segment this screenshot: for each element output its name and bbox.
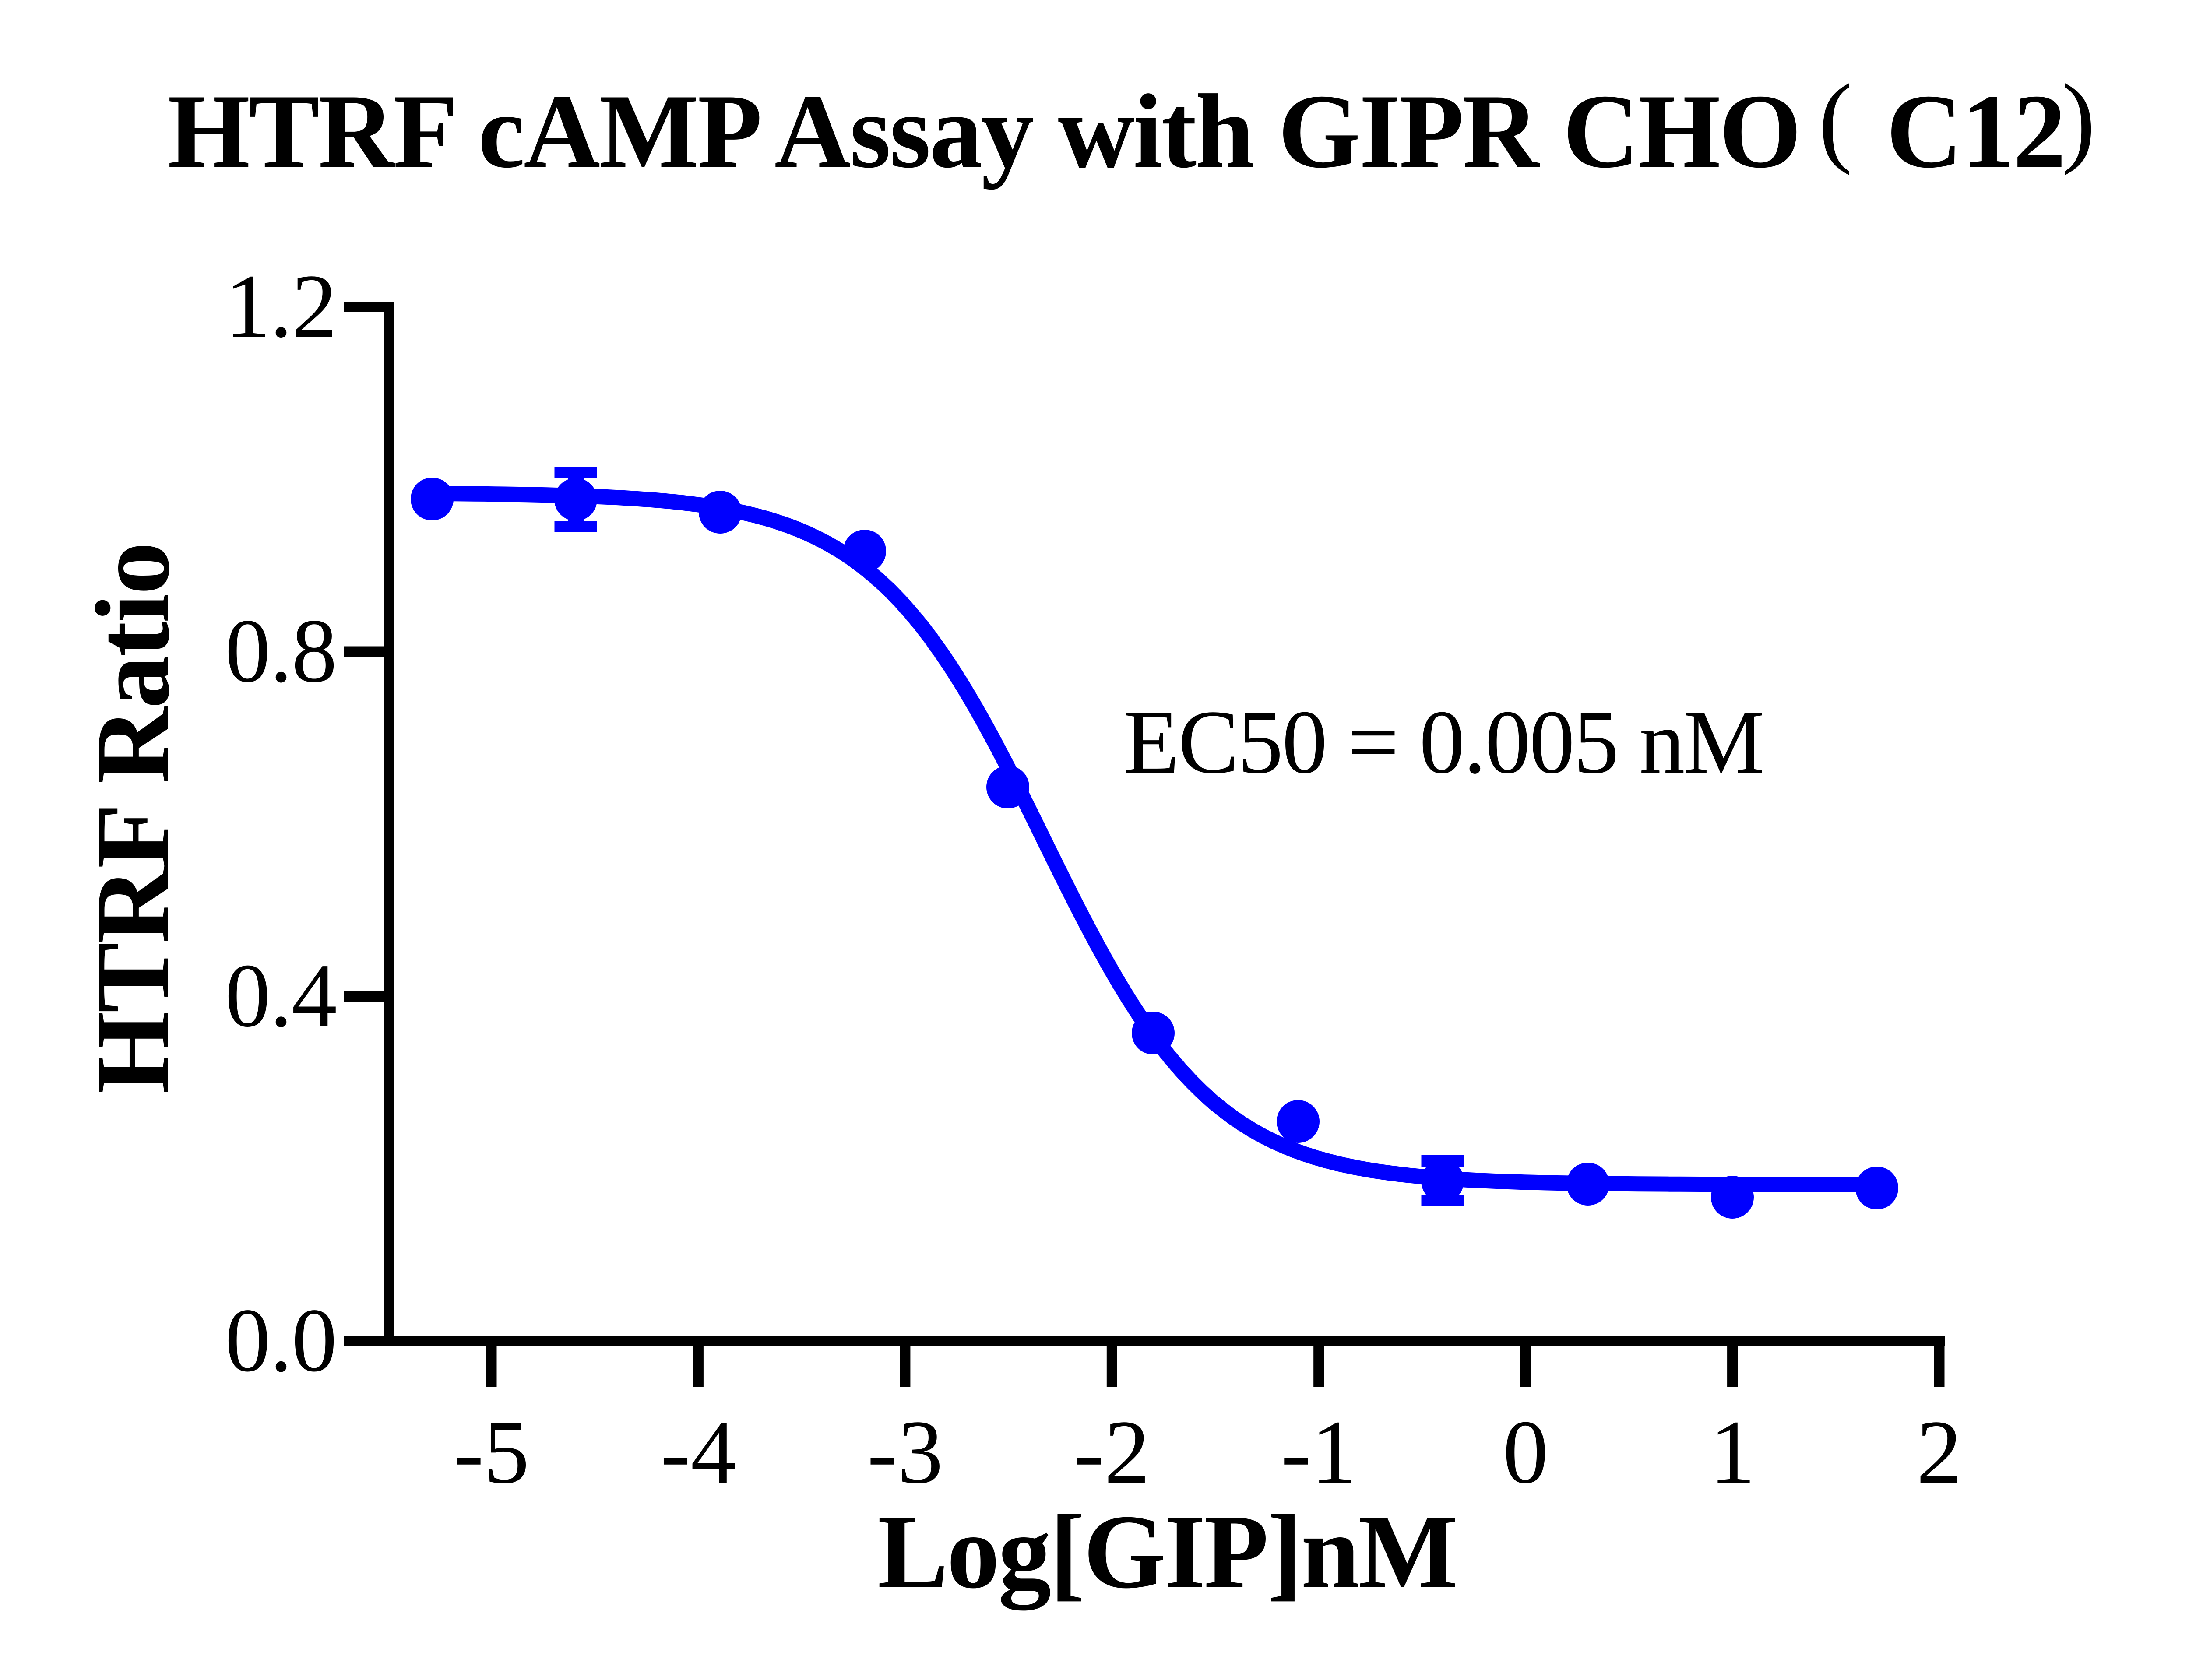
svg-text:Log[GIP]nM: Log[GIP]nM [878,1493,1457,1610]
svg-text:0.0: 0.0 [225,1290,336,1391]
svg-text:EC50 = 0.005 nM: EC50 = 0.005 nM [1124,692,1763,792]
svg-text:-2: -2 [1074,1402,1150,1502]
svg-text:-5: -5 [454,1402,529,1502]
svg-text:-3: -3 [867,1402,943,1502]
svg-text:HTRF cAMP Assay with GIPR CHO(: HTRF cAMP Assay with GIPR CHO(C12) [168,63,2094,190]
svg-text:0.8: 0.8 [225,601,336,701]
svg-text:0.4: 0.4 [225,945,336,1046]
svg-text:1.2: 1.2 [225,256,336,356]
svg-text:HTRF Ratio: HTRF Ratio [74,543,191,1094]
svg-text:-4: -4 [660,1402,736,1502]
svg-text:1: 1 [1710,1402,1755,1502]
svg-text:-1: -1 [1281,1402,1357,1502]
svg-text:0: 0 [1503,1402,1548,1502]
svg-text:2: 2 [1917,1402,1962,1502]
